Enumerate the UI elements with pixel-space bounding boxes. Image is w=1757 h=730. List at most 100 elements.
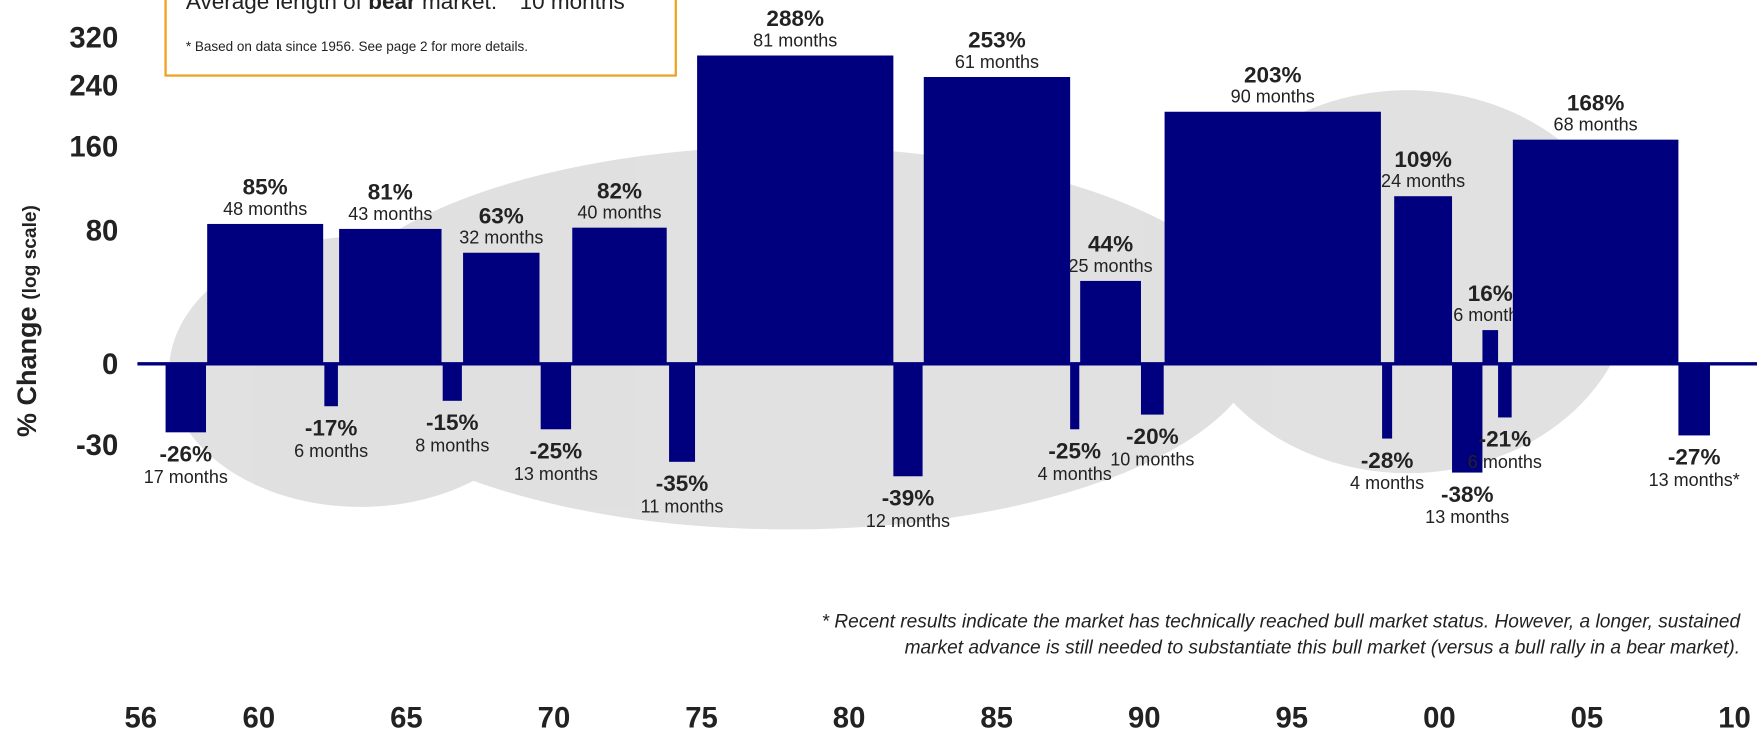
bull-label: 63% (479, 203, 524, 228)
x-tick-label: 05 (1571, 702, 1604, 730)
bear-months: 11 months (641, 497, 724, 517)
x-tick-label: 75 (685, 702, 718, 730)
bear-label: -39% (882, 486, 935, 511)
bear-label: -26% (160, 442, 213, 467)
bear-months: 17 months (144, 467, 228, 487)
bear-bar (669, 363, 696, 462)
x-tick-label: 60 (243, 702, 276, 730)
bear-bar (442, 363, 462, 401)
bull-bar (339, 228, 442, 364)
bear-bar (540, 363, 572, 430)
bear-bar (1452, 363, 1483, 473)
bull-months: 6 months (1453, 305, 1527, 325)
bull-months: 43 months (348, 204, 432, 224)
x-tick-label: 70 (538, 702, 571, 730)
bear-months: 13 months (1425, 507, 1509, 527)
bear-label: -27% (1668, 445, 1721, 470)
bull-label: 288% (766, 6, 824, 31)
x-tick-label: 85 (980, 702, 1013, 730)
bull-months: 32 months (459, 228, 543, 248)
bull-months: 40 months (577, 203, 661, 223)
bear-months: 4 months (1350, 473, 1424, 493)
y-tick-label: 240 (69, 70, 118, 103)
y-tick-label: 320 (69, 22, 118, 55)
bull-label: 109% (1394, 147, 1452, 172)
bull-bar (207, 223, 324, 364)
bull-months: 90 months (1231, 87, 1315, 107)
bear-months: 4 months (1038, 464, 1112, 484)
bull-label: 81% (368, 180, 413, 205)
bull-label: 168% (1567, 90, 1625, 115)
bear-label: -21% (1479, 427, 1532, 452)
bear-label: -25% (530, 439, 583, 464)
bull-months: 68 months (1554, 115, 1638, 135)
x-tick-label: 65 (390, 702, 423, 730)
bear-months: 8 months (415, 435, 489, 455)
y-tick-label: 0 (102, 348, 118, 381)
bull-bar (572, 227, 667, 364)
bull-label: 253% (968, 28, 1026, 53)
x-tick-label: 80 (833, 702, 866, 730)
bear-label: -15% (426, 410, 479, 435)
bull-bar (1080, 280, 1141, 364)
note-box (164, 0, 677, 77)
bull-bar (1512, 139, 1679, 364)
bull-bar (697, 55, 894, 364)
bear-months: 6 months (294, 441, 368, 461)
bear-label: -20% (1126, 424, 1179, 449)
bear-months: 6 months (1468, 452, 1542, 472)
bull-label: 16% (1468, 281, 1513, 306)
bull-label: 82% (597, 178, 642, 203)
bull-label: 44% (1088, 232, 1133, 257)
bear-label: -35% (656, 471, 709, 496)
footnote: market advance is still needed to substa… (905, 637, 1741, 658)
y-axis-title: % Change (log scale) (12, 205, 42, 437)
note-suffix: market: (416, 0, 497, 14)
bear-months: 10 months (1110, 449, 1194, 469)
note-text: Average length of bear market: 10 months (186, 0, 625, 14)
bull-bar (463, 252, 540, 364)
note-bold: bear (368, 0, 416, 14)
note-prefix: Average length of (186, 0, 368, 14)
x-tick-label: 10 (1718, 702, 1751, 730)
bear-bar (1382, 363, 1393, 439)
y-tick-label: 80 (86, 214, 119, 247)
y-tick-label: -30 (76, 429, 118, 462)
bear-bar (893, 363, 923, 477)
bull-months: 61 months (955, 52, 1039, 72)
bull-bar (1482, 330, 1499, 364)
bear-months: 12 months (866, 511, 950, 531)
bear-label: -17% (305, 416, 358, 441)
note-footnote: * Based on data since 1956. See page 2 f… (186, 39, 528, 54)
bear-bar (1070, 363, 1080, 430)
bull-bar (1394, 196, 1453, 364)
bear-label: -38% (1441, 482, 1494, 507)
bear-months: 13 months (514, 464, 598, 484)
y-tick-label: 160 (69, 131, 118, 164)
x-tick-label: 95 (1276, 702, 1309, 730)
bull-label: 85% (243, 175, 288, 200)
bull-months: 25 months (1069, 256, 1153, 276)
bull-months: 24 months (1381, 171, 1465, 191)
x-tick-label: 56 (125, 702, 158, 730)
y-axis-note: (log scale) (20, 205, 41, 300)
bull-bar (923, 77, 1071, 364)
bear-label: -28% (1361, 448, 1414, 473)
note-value: 10 months (520, 0, 625, 14)
x-tick-label: 00 (1423, 702, 1456, 730)
bull-bar (1164, 111, 1381, 364)
bear-label: -25% (1048, 439, 1101, 464)
x-tick-label: 90 (1128, 702, 1161, 730)
bear-bar (1678, 363, 1710, 436)
footnote: * Recent results indicate the market has… (822, 611, 1742, 632)
bear-bar (324, 363, 338, 407)
bull-months: 81 months (753, 30, 837, 50)
bull-months: 48 months (223, 199, 307, 219)
y-axis-label: % Change (12, 306, 42, 437)
bear-bar (165, 363, 207, 433)
bear-months: 13 months* (1649, 470, 1740, 490)
bull-label: 203% (1244, 62, 1302, 87)
bear-bar (1140, 363, 1164, 415)
